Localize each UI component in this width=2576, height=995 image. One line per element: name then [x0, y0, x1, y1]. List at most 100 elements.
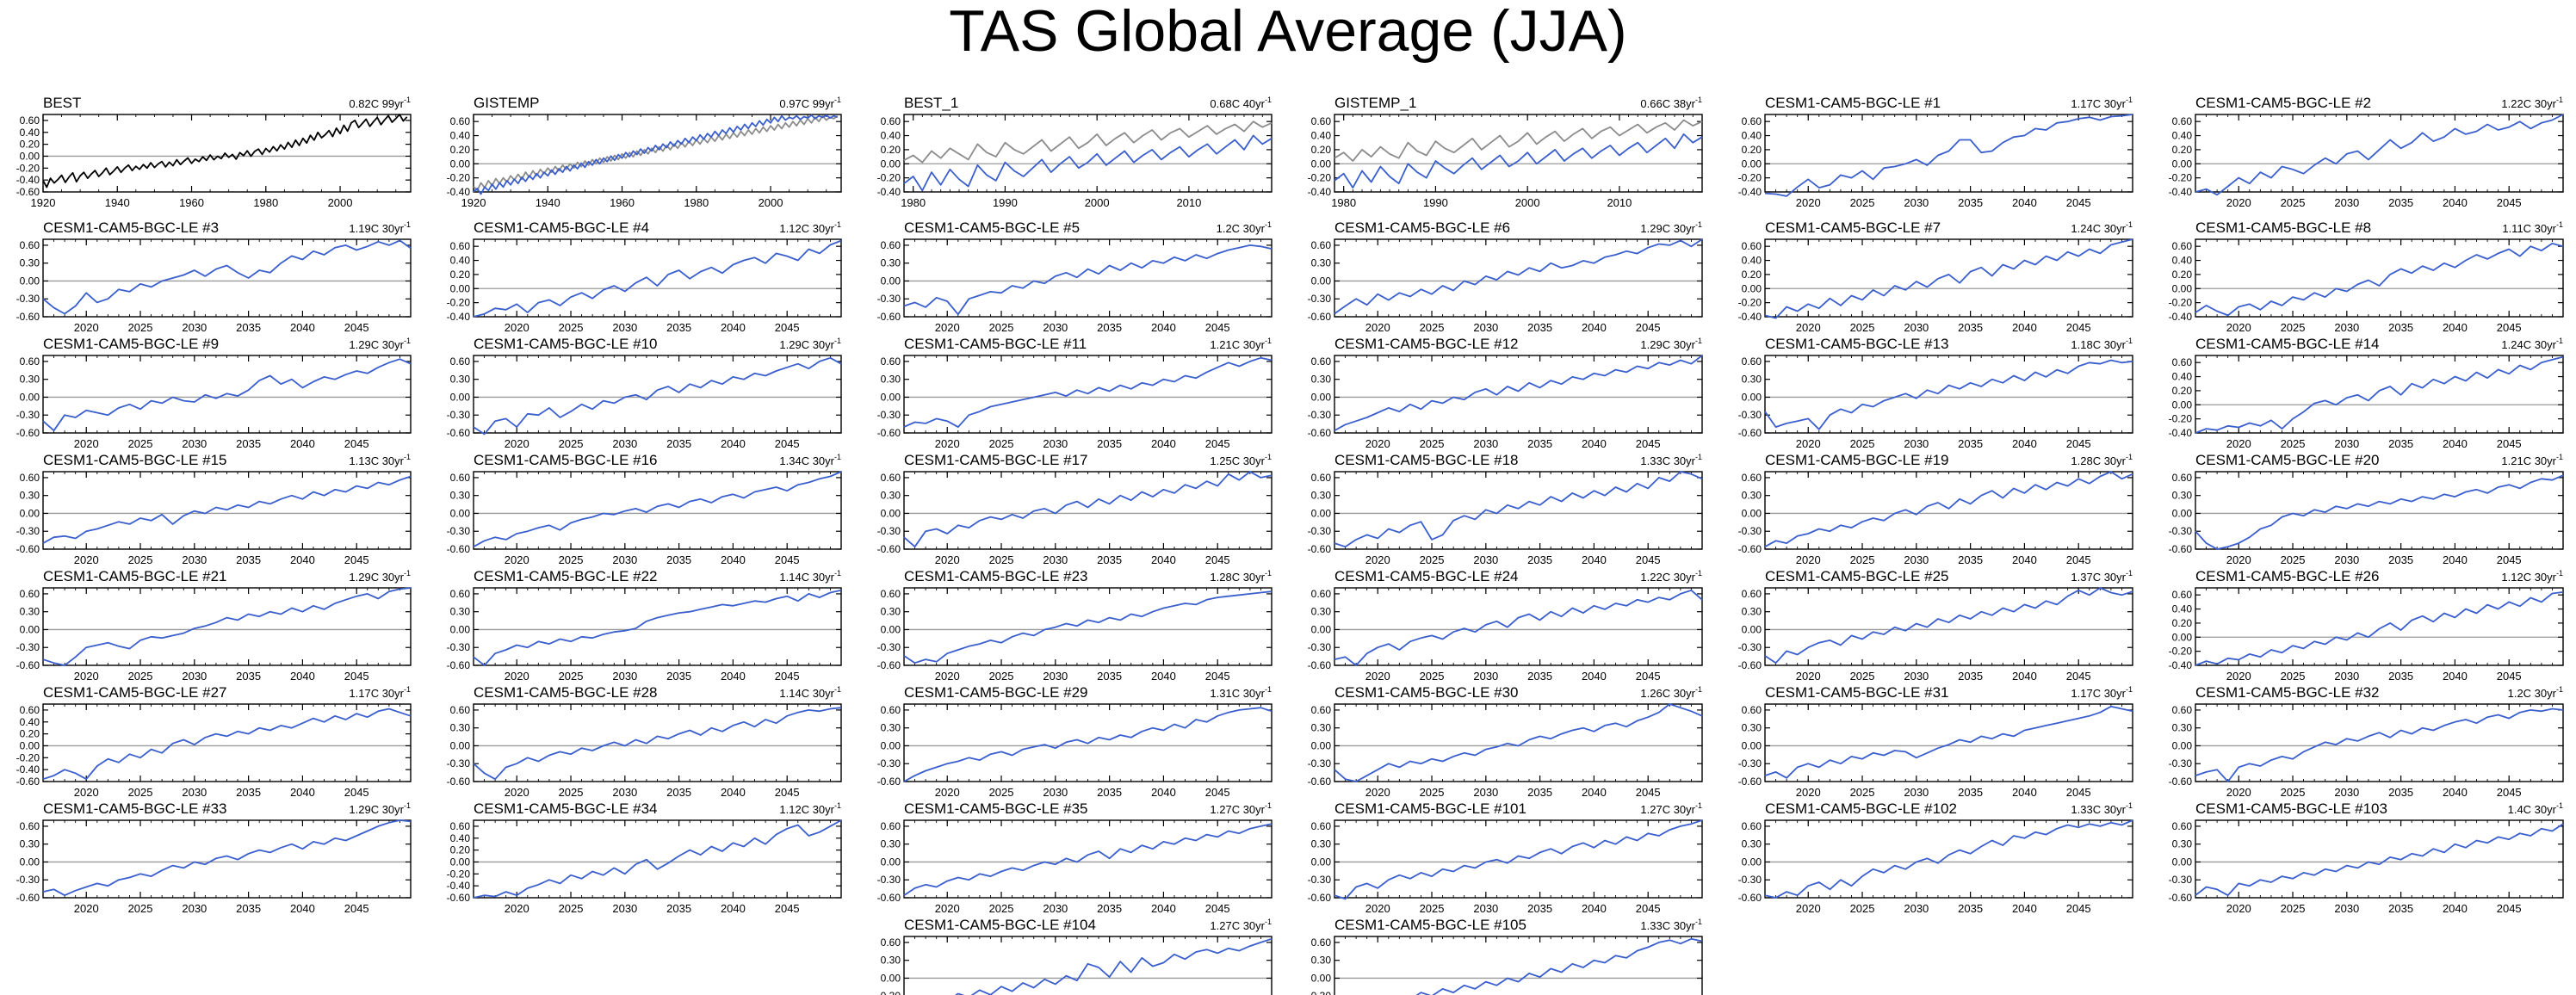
x-tick-label: 2045 — [2066, 670, 2091, 683]
plot-frame — [42, 703, 412, 782]
y-tick-label: 0.20 — [2172, 144, 2193, 156]
panel-36: CESM1-CAM5-BGC-LE #32 1.2C 30yr-1 0.60 0.30… — [2169, 684, 2564, 799]
panel-title: GISTEMP — [474, 95, 540, 111]
y-tick-label: 0.20 — [1742, 269, 1762, 281]
panel-18: CESM1-CAM5-BGC-LE #14 1.24C 30yr-1 0.60 0.4… — [2169, 336, 2564, 450]
x-tick-label: 2040 — [2443, 786, 2468, 799]
y-tick-label: -0.60 — [1308, 427, 1332, 439]
x-tick-label: 2035 — [1958, 437, 1983, 450]
y-tick-label: 0.00 — [881, 856, 901, 868]
y-tick-label: 0.00 — [1311, 507, 1332, 519]
series-line-1 — [42, 819, 412, 897]
x-tick-label: 2035 — [236, 670, 261, 683]
x-tick-label: 2025 — [2281, 902, 2306, 915]
x-tick-label: 2040 — [1151, 321, 1176, 334]
x-tick-label: 1920 — [461, 196, 486, 209]
y-tick-label: -0.60 — [16, 659, 40, 671]
x-tick-label: 2045 — [344, 902, 369, 915]
panel-annotation: 1.2C 30yr-1 — [1217, 220, 1272, 235]
x-tick-label: 2040 — [1151, 553, 1176, 566]
y-tick-label: -0.20 — [2169, 297, 2193, 309]
x-tick-label: 2035 — [1527, 553, 1552, 566]
y-tick-label: 0.60 — [881, 820, 901, 832]
x-tick-label: 1940 — [536, 196, 560, 209]
panel-8: CESM1-CAM5-BGC-LE #4 1.12C 30yr-1 0.60 0.40… — [447, 219, 842, 334]
x-tick-label: 2035 — [1097, 437, 1122, 450]
x-tick-label: 2040 — [290, 902, 315, 915]
y-tick-label: -0.20 — [877, 172, 901, 184]
y-tick-label: 0.00 — [881, 972, 901, 984]
x-tick-label: 2035 — [666, 670, 691, 683]
x-tick-label: 2025 — [559, 670, 584, 683]
x-tick-label: 2045 — [2497, 553, 2522, 566]
x-tick-label: 2040 — [2443, 670, 2468, 683]
y-tick-label: -0.20 — [16, 162, 40, 174]
annotation-exponent: -1 — [1265, 918, 1272, 926]
x-tick-label: 2020 — [1796, 437, 1821, 450]
x-tick-label: 2020 — [935, 786, 960, 799]
y-tick-label: 0.00 — [1742, 623, 1762, 635]
x-tick-label: 2030 — [612, 786, 637, 799]
x-tick-label: 2045 — [2066, 321, 2091, 334]
y-tick-label: 0.30 — [2172, 490, 2193, 502]
y-tick-label: 0.40 — [450, 255, 471, 267]
y-tick-label: 0.60 — [450, 588, 471, 600]
panel-annotation: 1.22C 30yr-1 — [1640, 569, 1702, 584]
x-tick-label: 2045 — [775, 321, 800, 334]
x-tick-label: 2040 — [721, 553, 746, 566]
panel-7: CESM1-CAM5-BGC-LE #3 1.19C 30yr-1 0.60 0.30… — [16, 219, 412, 334]
x-tick-label: 2035 — [1958, 670, 1983, 683]
x-tick-label: 2030 — [1473, 553, 1498, 566]
y-tick-label: 0.00 — [2172, 282, 2193, 294]
annotation-exponent: -1 — [2126, 337, 2133, 345]
series-line-1 — [1334, 819, 1703, 900]
y-tick-label: 0.20 — [450, 269, 471, 281]
x-tick-label: 2040 — [2012, 553, 2037, 566]
annotation-exponent: -1 — [834, 337, 841, 345]
x-tick-label: 2040 — [1151, 670, 1176, 683]
y-tick-label: -0.60 — [1738, 659, 1762, 671]
plot-frame — [473, 471, 842, 550]
x-tick-label: 2045 — [1636, 437, 1661, 450]
y-tick-label: -0.30 — [16, 409, 40, 421]
y-tick-label: -0.30 — [2169, 757, 2193, 769]
x-tick-label: 2035 — [1958, 553, 1983, 566]
y-tick-label: 0.60 — [1311, 239, 1332, 251]
y-tick-label: 0.30 — [450, 606, 471, 618]
panel-16: CESM1-CAM5-BGC-LE #12 1.29C 30yr-1 0.60 0.3… — [1308, 336, 1703, 450]
panel-annotation: 1.27C 30yr-1 — [1210, 801, 1272, 816]
x-tick-label: 2030 — [182, 786, 207, 799]
y-tick-label: 0.60 — [881, 115, 901, 127]
panel-annotation: 1.2C 30yr-1 — [2508, 685, 2563, 700]
y-tick-label: -0.60 — [877, 311, 901, 323]
plot-frame — [42, 114, 412, 193]
x-tick-label: 2045 — [344, 670, 369, 683]
x-tick-label: 2045 — [775, 553, 800, 566]
y-tick-label: -0.30 — [877, 874, 901, 886]
y-tick-label: -0.30 — [1738, 525, 1762, 537]
x-tick-label: 2000 — [759, 196, 783, 209]
x-tick-label: 2040 — [1151, 902, 1176, 915]
panel-annotation: 1.11C 30yr-1 — [2502, 220, 2563, 235]
x-tick-label: 2025 — [1420, 437, 1445, 450]
x-tick-label: 2025 — [1850, 196, 1875, 209]
x-tick-label: 2045 — [2497, 196, 2522, 209]
y-tick-label: 0.30 — [1311, 257, 1332, 269]
annotation-exponent: -1 — [1265, 685, 1272, 694]
panel-annotation: 1.28C 30yr-1 — [2071, 453, 2133, 467]
y-tick-label: 0.00 — [20, 391, 40, 403]
y-tick-label: 0.40 — [450, 130, 471, 142]
annotation-exponent: -1 — [1265, 220, 1272, 229]
x-tick-label: 2020 — [935, 437, 960, 450]
y-tick-label: -0.20 — [1738, 172, 1762, 184]
x-tick-label: 2025 — [1420, 786, 1445, 799]
plot-frame — [903, 238, 1273, 318]
y-tick-label: -0.30 — [877, 525, 901, 537]
panel-title: CESM1-CAM5-BGC-LE #7 — [1765, 219, 1941, 236]
y-tick-label: 0.30 — [1311, 374, 1332, 386]
plot-frame — [903, 936, 1273, 995]
x-tick-label: 2035 — [666, 902, 691, 915]
x-tick-label: 2045 — [2497, 670, 2522, 683]
x-tick-label: 2020 — [1796, 196, 1821, 209]
y-tick-label: -0.20 — [1738, 297, 1762, 309]
